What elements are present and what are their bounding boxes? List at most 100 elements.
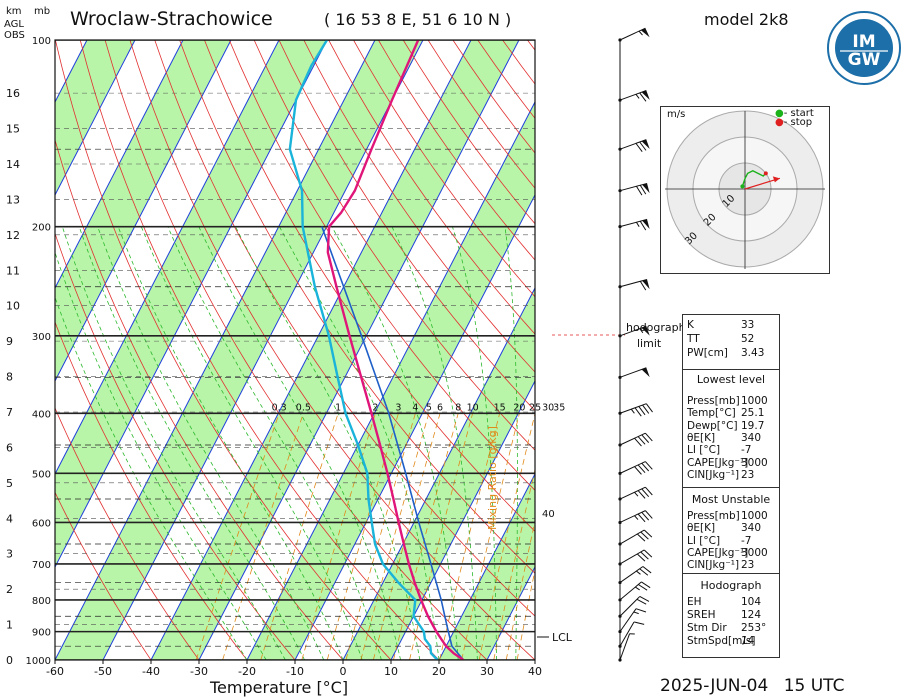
station-title: Wroclaw-Strachowice: [70, 8, 273, 30]
pressure-tick-label: 300: [32, 332, 51, 343]
index-value: 1000: [741, 510, 768, 522]
pressure-tick-label: 900: [32, 628, 51, 639]
altitude-tick-label: 7: [6, 406, 13, 419]
mixing-ratio-tick: 2: [372, 402, 378, 413]
index-label: LI [°C]: [687, 534, 721, 547]
mixing-ratio-tick: 1: [335, 402, 341, 413]
moist-adiabat: [534, 648, 535, 660]
wind-barb: [618, 581, 651, 602]
x-tick-label: -10: [286, 665, 304, 678]
hodograph-index-title: Hodograph: [700, 579, 762, 592]
wind-barb: [618, 325, 650, 338]
index-label: StmSpd[m/s]: [687, 635, 756, 647]
isotherm-line: [246, 100, 535, 660]
altitude-tick-label: 4: [6, 512, 13, 525]
hodograph-unit: m/s: [667, 109, 686, 120]
index-value: 124: [741, 609, 762, 621]
wind-barb: [618, 403, 653, 417]
index-value: -7: [741, 534, 752, 547]
index-label: θE[K]: [687, 522, 716, 535]
date-label: 2025-JUN-04: [660, 676, 769, 696]
x-tick-label: 10: [384, 665, 398, 678]
altitude-tick-label: 1: [6, 619, 13, 632]
mixing-ratio-tick: 4: [412, 402, 418, 413]
wind-barb: [618, 90, 650, 102]
index-label: CAPE[Jkg⁻¹]: [687, 456, 749, 469]
altitude-tick-label: 12: [6, 229, 20, 242]
wind-barb: [618, 182, 650, 196]
time-label: 15 UTC: [783, 676, 845, 696]
svg-text:IM: IM: [852, 32, 875, 52]
hodograph-limit-label-2: limit: [637, 337, 662, 350]
wind-barb: [618, 529, 653, 546]
isotherm-line: [55, 40, 280, 476]
index-label: PW[cm]: [687, 347, 728, 359]
storm-motion-arrowhead: [772, 176, 780, 183]
mixing-ratio-tick: 20: [513, 402, 525, 413]
index-label: Press[mb]: [687, 395, 740, 407]
index-label: Dewp[°C]: [687, 419, 738, 432]
pressure-tick-label: 400: [32, 409, 51, 420]
altitude-tick-label: 13: [6, 193, 20, 206]
mixing-ratio-40: 40: [542, 509, 555, 520]
dry-adiabat: [204, 40, 535, 532]
moist-adiabat: [331, 226, 459, 660]
altitude-tick-label: 14: [6, 158, 20, 171]
pressure-tick-label: 1000: [26, 656, 51, 667]
mixing-ratio-tick: 15: [494, 402, 506, 413]
isotherm-line: [55, 40, 136, 197]
index-value: 3000: [741, 546, 768, 559]
index-value: 253°: [741, 622, 767, 634]
index-label: SREH: [687, 609, 716, 621]
mixing-ratio-tick: 30: [542, 402, 554, 413]
x-tick-label: -50: [94, 665, 112, 678]
hodograph-panel: 10 20 30 m/s ●- start ●- stop: [660, 106, 830, 274]
index-label: CAPE[Jkg⁻¹]: [687, 546, 749, 559]
pressure-tick-label: 800: [32, 596, 51, 607]
plot-area: [55, 40, 535, 660]
index-value: -7: [741, 444, 752, 457]
dry-adiabat: [328, 40, 535, 335]
wind-barb: [618, 218, 650, 231]
index-value: 33: [741, 319, 755, 331]
moist-adiabat: [198, 226, 401, 660]
index-value: 52: [741, 333, 755, 345]
x-tick-label: -20: [238, 665, 256, 678]
model-name: model 2k8: [704, 10, 789, 29]
station-coords: ( 16 53 8 E, 51 6 10 N ): [324, 10, 512, 29]
x-tick-label: 0: [340, 665, 347, 678]
parcel-profile-line: [321, 226, 465, 660]
index-label: TT: [687, 333, 700, 345]
isotherm-line: [150, 40, 472, 660]
isotherm-line: [294, 193, 535, 660]
mixing-ratio-tick: 3: [395, 402, 401, 413]
index-value: 3000: [741, 456, 768, 469]
altitude-tick-label: 15: [6, 123, 20, 136]
mixing-ratio-tick: 0.3: [272, 402, 287, 413]
altitude-tick-label: 9: [6, 335, 13, 348]
wind-barb: [618, 367, 650, 379]
hodograph-legend-stop: ●- stop: [775, 117, 813, 128]
wind-barb: [618, 566, 652, 585]
x-tick-label: 20: [432, 665, 446, 678]
hodograph-trace: [741, 170, 767, 187]
index-value: 340: [741, 522, 762, 535]
index-label: K: [687, 319, 694, 331]
moist-adiabat: [391, 226, 478, 660]
altitude-tick-label: 11: [6, 264, 20, 277]
isotherm-line: [55, 40, 376, 660]
pressure-tick-label: 200: [32, 223, 51, 234]
x-tick-label: 30: [480, 665, 494, 678]
wind-barb: [618, 486, 653, 501]
hodograph-legend-start: ●- start: [775, 108, 814, 119]
altitude-tick-label: 0: [6, 654, 13, 667]
isotherm-line: [55, 40, 184, 290]
moist-adiabat: [504, 226, 518, 660]
altitude-tick-label: 2: [6, 583, 13, 596]
index-label: Press[mb]: [687, 510, 740, 522]
index-value: 104: [741, 596, 762, 608]
alt-unit-agl: AGL: [4, 19, 24, 30]
index-value: 14: [741, 635, 755, 647]
altitude-tick-label: 3: [6, 548, 13, 561]
